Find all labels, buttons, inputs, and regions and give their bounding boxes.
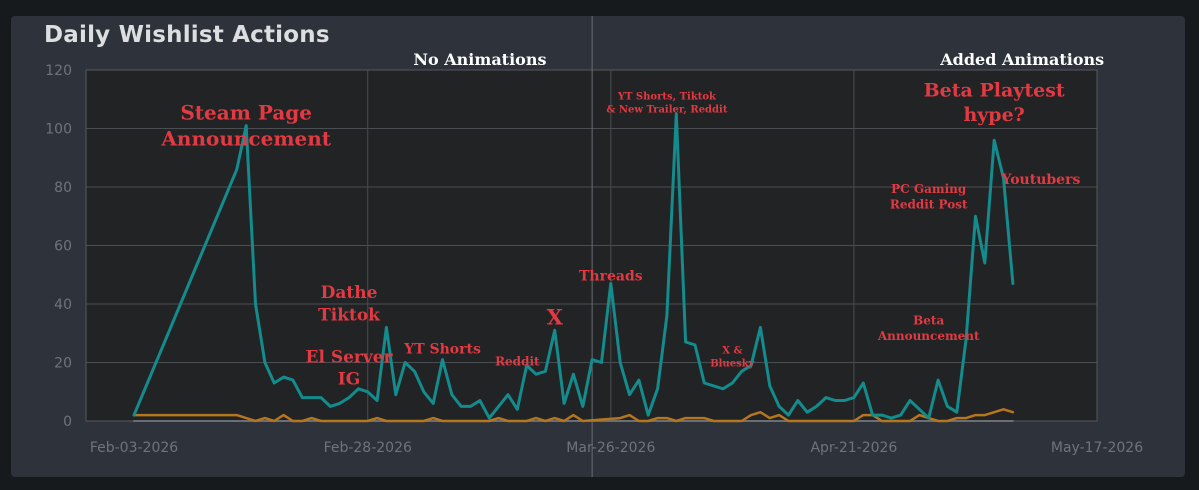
y-tick-label: 80 [54, 180, 72, 196]
annotation-label: Reddit [495, 354, 540, 368]
x-tick-label: Apr-21-2026 [810, 440, 897, 456]
annotation-label: Announcement [877, 329, 980, 343]
annotation-label: Steam Page [180, 101, 312, 125]
wishlist-adds-line [132, 112, 1015, 420]
x-tick-label: Mar-26-2026 [566, 440, 655, 456]
x-tick-label: Feb-03-2026 [90, 440, 178, 456]
annotation-label: X & [722, 346, 742, 357]
annotation-label: PC Gaming [891, 182, 967, 196]
y-tick-label: 100 [45, 122, 72, 138]
annotation-label: Dathe [321, 283, 378, 303]
y-tick-label: 20 [54, 356, 72, 372]
section-label: No Animations [413, 50, 546, 69]
annotation-label: & New Trailer, Reddit [606, 104, 727, 115]
annotation-label: Youtubers [1000, 172, 1080, 188]
y-tick-label: 60 [54, 239, 72, 255]
annotation-label: hype? [963, 104, 1024, 126]
annotation-label: Reddit Post [890, 197, 968, 211]
annotation-label: X [547, 304, 564, 329]
annotation-label: Threads [579, 269, 643, 285]
annotation-label: El Server [306, 348, 394, 368]
y-tick-label: 40 [54, 297, 72, 313]
annotation-label: Tiktok [318, 305, 381, 325]
annotation-label: Bluesky [710, 359, 755, 370]
y-tick-label: 120 [45, 63, 72, 79]
annotation-label: YT Shorts, Tiktok [617, 91, 717, 102]
annotation-label: Beta Playtest [924, 79, 1065, 101]
y-tick-label: 0 [63, 414, 72, 430]
annotation-label: IG [338, 370, 360, 390]
annotation-label: Beta [913, 313, 944, 327]
wishlist-deletes-line [132, 408, 1015, 423]
x-tick-label: May-17-2026 [1051, 440, 1143, 456]
section-label: Added Animations [939, 50, 1104, 69]
annotation-label: YT Shorts [403, 342, 481, 358]
chart-title: Daily Wishlist Actions [44, 22, 330, 48]
x-tick-label: Feb-28-2026 [324, 440, 412, 456]
annotation-label: Announcement [160, 127, 331, 151]
